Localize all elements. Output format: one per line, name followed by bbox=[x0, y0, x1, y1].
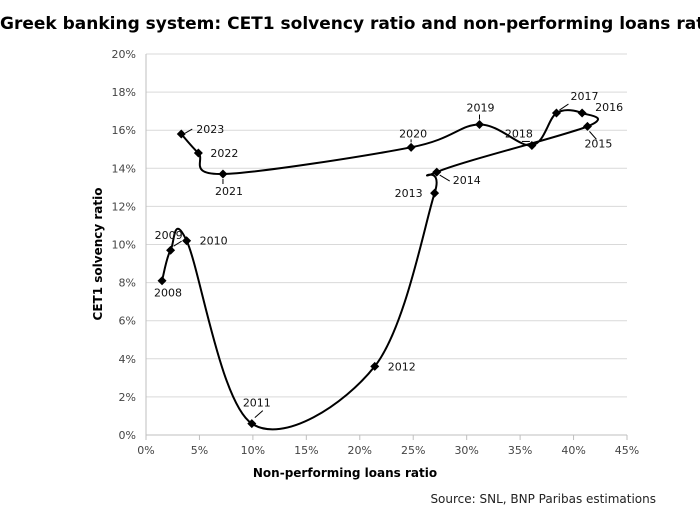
data-point-marker bbox=[474, 119, 484, 129]
data-point-marker bbox=[551, 108, 561, 118]
label-leader-line bbox=[589, 131, 597, 140]
axes bbox=[145, 54, 628, 440]
x-tick-label: 10% bbox=[241, 444, 265, 457]
y-tick-label: 18% bbox=[112, 86, 136, 99]
data-markers bbox=[157, 108, 592, 429]
point-label: 2022 bbox=[210, 147, 238, 160]
y-tick-label: 10% bbox=[112, 239, 136, 252]
label-leader-line bbox=[173, 240, 182, 247]
point-label: 2012 bbox=[388, 360, 416, 373]
point-label: 2023 bbox=[196, 123, 224, 136]
series-line bbox=[161, 109, 599, 431]
gridlines bbox=[146, 53, 627, 398]
y-tick-label: 12% bbox=[112, 200, 136, 213]
y-tick-labels: 0% 2% 4% 6% 8% 10% 12% 14% 16% 18% 20% bbox=[112, 48, 136, 442]
x-tick-label: 25% bbox=[401, 444, 425, 457]
y-axis-label: CET1 solvency ratio bbox=[91, 188, 105, 321]
point-label: 2015 bbox=[584, 137, 612, 150]
data-point-marker bbox=[370, 361, 380, 371]
x-tick-label: 0% bbox=[137, 444, 154, 457]
x-tick-label: 5% bbox=[191, 444, 208, 457]
x-tick-label: 35% bbox=[508, 444, 532, 457]
data-point-marker bbox=[193, 148, 203, 158]
data-point-marker bbox=[218, 169, 228, 179]
y-tick-label: 20% bbox=[112, 48, 136, 61]
data-point-marker bbox=[157, 276, 167, 286]
point-label: 2017 bbox=[570, 90, 598, 103]
point-label: 2019 bbox=[466, 101, 494, 114]
x-tick-label: 45% bbox=[615, 444, 639, 457]
point-label: 2010 bbox=[200, 235, 228, 248]
point-label: 2013 bbox=[395, 187, 423, 200]
point-label: 2014 bbox=[453, 174, 481, 187]
data-point-marker bbox=[406, 142, 416, 152]
chart-title: Greek banking system: CET1 solvency rati… bbox=[0, 14, 700, 34]
y-tick-label: 2% bbox=[119, 391, 136, 404]
y-tick-label: 14% bbox=[112, 162, 136, 175]
x-tick-label: 30% bbox=[454, 444, 478, 457]
label-leader-line bbox=[254, 410, 264, 418]
data-point-marker bbox=[166, 245, 176, 255]
x-tick-labels: 0% 5% 10% 15% 20% 25% 30% 35% 40% 45% bbox=[137, 444, 639, 457]
data-point-marker bbox=[176, 129, 186, 139]
x-tick-label: 40% bbox=[561, 444, 585, 457]
point-label: 2009 bbox=[155, 229, 183, 242]
label-leader-line bbox=[559, 103, 569, 111]
label-leader-line bbox=[185, 128, 193, 134]
point-labels: 2008 2009 2010 2011 2012 2013 2014 2015 20162017… bbox=[154, 90, 623, 418]
y-tick-label: 6% bbox=[119, 315, 136, 328]
y-tick-label: 16% bbox=[112, 124, 136, 137]
x-axis-label: Non-performing loans ratio bbox=[253, 466, 437, 480]
data-point-marker bbox=[432, 167, 442, 177]
source-note: Source: SNL, BNP Paribas estimations bbox=[430, 492, 656, 506]
y-tick-label: 4% bbox=[119, 353, 136, 366]
y-tick-label: 0% bbox=[119, 429, 136, 442]
point-label: 2011 bbox=[243, 397, 271, 410]
data-point-marker bbox=[430, 188, 440, 198]
label-leader-line bbox=[439, 174, 450, 182]
x-tick-label: 20% bbox=[348, 444, 372, 457]
point-label: 2020 bbox=[399, 127, 427, 140]
data-point-marker bbox=[247, 419, 257, 429]
data-point-marker bbox=[582, 121, 592, 131]
point-label: 2008 bbox=[154, 287, 182, 300]
x-tick-label: 15% bbox=[294, 444, 318, 457]
point-label: 2021 bbox=[215, 185, 243, 198]
point-label: 2018 bbox=[505, 127, 533, 140]
data-point-marker bbox=[577, 108, 587, 118]
y-tick-label: 8% bbox=[119, 277, 136, 290]
point-label: 2016 bbox=[595, 101, 623, 114]
data-point-marker bbox=[527, 140, 537, 150]
data-point-marker bbox=[182, 236, 192, 246]
